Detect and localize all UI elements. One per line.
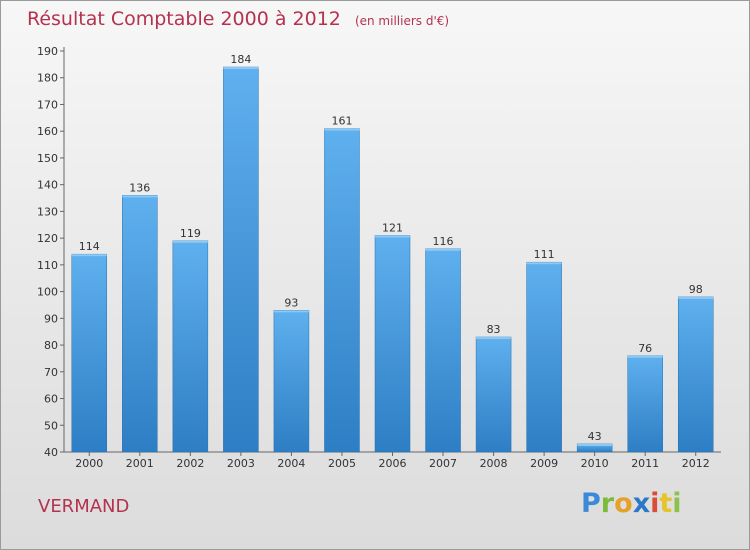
x-tick-label: 2000 bbox=[75, 457, 103, 470]
y-tick-label: 60 bbox=[44, 393, 58, 406]
data-label: 111 bbox=[534, 248, 555, 261]
bar bbox=[677, 296, 714, 453]
data-label: 184 bbox=[230, 53, 251, 66]
bar-highlight bbox=[122, 195, 158, 198]
chart-title-text: Résultat Comptable 2000 à 2012 bbox=[27, 8, 341, 30]
y-tick-label: 190 bbox=[37, 45, 58, 58]
x-tick-label: 2005 bbox=[328, 457, 356, 470]
y-tick-label: 140 bbox=[37, 179, 58, 192]
logo-letter: i bbox=[650, 488, 660, 519]
y-tick-label: 110 bbox=[37, 259, 58, 272]
bar bbox=[223, 66, 259, 453]
data-label: 121 bbox=[382, 221, 403, 234]
bar bbox=[374, 235, 411, 453]
bar-highlight bbox=[223, 67, 259, 70]
logo-letter: i bbox=[672, 488, 682, 519]
bar-highlight bbox=[627, 355, 663, 358]
chart-subtitle: (en milliers d'€) bbox=[354, 14, 450, 28]
logo-letter: P bbox=[581, 488, 601, 519]
y-tick-label: 90 bbox=[44, 312, 58, 325]
data-label: 136 bbox=[129, 181, 150, 194]
y-tick-label: 170 bbox=[37, 98, 58, 111]
bar bbox=[526, 261, 562, 453]
bar bbox=[172, 240, 209, 453]
data-label: 116 bbox=[433, 235, 454, 248]
y-tick-label: 100 bbox=[37, 286, 58, 299]
x-tick-label: 2006 bbox=[379, 457, 407, 470]
bar-highlight bbox=[678, 296, 714, 299]
x-tick-label: 2004 bbox=[277, 457, 305, 470]
y-tick-label: 160 bbox=[37, 125, 58, 138]
x-tick-label: 2002 bbox=[176, 457, 204, 470]
logo-letter: o bbox=[614, 488, 633, 519]
logo-letter: t bbox=[659, 488, 673, 519]
y-tick-label: 40 bbox=[44, 446, 58, 459]
bar-highlight bbox=[425, 248, 461, 251]
x-tick-label: 2001 bbox=[126, 457, 154, 470]
x-tick-label: 2003 bbox=[227, 457, 255, 470]
x-tick-label: 2009 bbox=[530, 457, 558, 470]
place-name: VERMAND bbox=[38, 496, 130, 517]
bar bbox=[122, 195, 158, 453]
proxiti-logo: Proxiti bbox=[581, 488, 682, 519]
x-tick-label: 2007 bbox=[429, 457, 457, 470]
bar-highlight bbox=[375, 235, 410, 238]
data-label: 76 bbox=[638, 342, 652, 355]
bar bbox=[324, 128, 360, 453]
x-tick-label: 2008 bbox=[480, 457, 508, 470]
x-tick-label: 2010 bbox=[581, 457, 609, 470]
data-label: 161 bbox=[331, 115, 352, 128]
bar-highlight bbox=[526, 262, 562, 265]
bar-highlight bbox=[71, 254, 107, 257]
logo-letter: r bbox=[600, 488, 615, 519]
bar-highlight bbox=[324, 128, 360, 131]
logo-letter: x bbox=[632, 488, 651, 519]
data-label: 43 bbox=[588, 430, 602, 443]
bar-highlight bbox=[476, 337, 512, 340]
x-tick-label: 2012 bbox=[682, 457, 710, 470]
bar-highlight bbox=[577, 443, 613, 446]
bar bbox=[71, 253, 108, 453]
data-label: 119 bbox=[180, 227, 201, 240]
y-tick-label: 150 bbox=[37, 152, 58, 165]
y-tick-label: 70 bbox=[44, 366, 58, 379]
bar bbox=[273, 310, 310, 453]
data-label: 114 bbox=[79, 240, 100, 253]
data-label: 98 bbox=[689, 283, 703, 296]
y-tick-label: 130 bbox=[37, 205, 58, 218]
bar bbox=[627, 355, 663, 453]
data-label: 83 bbox=[487, 323, 501, 336]
bar bbox=[475, 336, 512, 453]
bar bbox=[425, 248, 461, 453]
bar-highlight bbox=[172, 240, 208, 243]
y-tick-label: 80 bbox=[44, 339, 58, 352]
data-label: 93 bbox=[284, 296, 298, 309]
y-tick-label: 120 bbox=[37, 232, 58, 245]
y-tick-label: 180 bbox=[37, 72, 58, 85]
x-tick-label: 2011 bbox=[631, 457, 659, 470]
y-tick-label: 50 bbox=[44, 419, 58, 432]
bar-highlight bbox=[273, 310, 309, 313]
chart-title: Résultat Comptable 2000 à 2012 (en milli… bbox=[27, 8, 449, 30]
